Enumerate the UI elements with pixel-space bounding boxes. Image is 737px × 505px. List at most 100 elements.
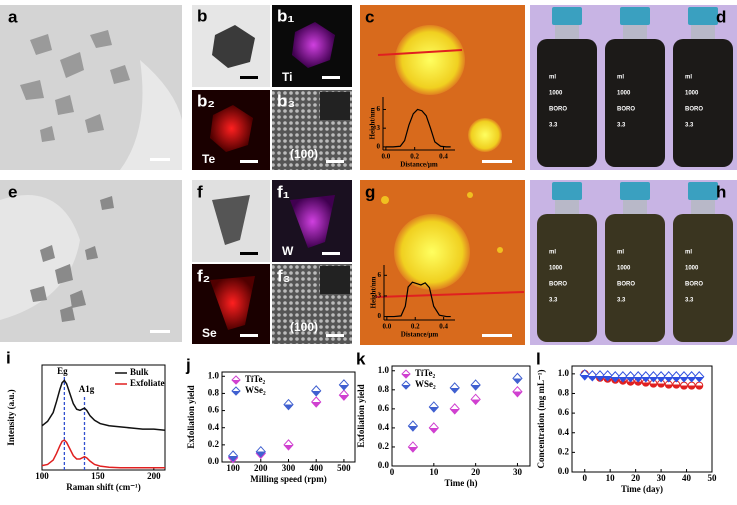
bottle-text: 1000 [617, 266, 631, 272]
x-tick-label: 400 [309, 463, 323, 473]
data-point [686, 371, 697, 383]
data-point [648, 371, 659, 383]
bottle-text: 1000 [685, 91, 699, 97]
panel-label: j [185, 355, 191, 374]
bottle-text: 3.3 [549, 298, 558, 304]
bottle-text: 1000 [549, 91, 563, 97]
legend-label: WSe₂ [245, 385, 266, 395]
y-tick-label: 0.6 [378, 403, 390, 413]
data-point [470, 379, 481, 391]
panel-g: g [360, 180, 525, 345]
y-tick-label: 0.2 [208, 439, 220, 449]
x-tick-label: 0.2 [410, 153, 419, 161]
element-label: Ti [282, 70, 292, 84]
legend-label: Bulk [130, 367, 149, 377]
chart: 100 150 200 Raman shift (cm⁻¹) Intensity (a.… [6, 348, 166, 492]
data-line [41, 379, 166, 431]
bottle-text: 1000 [685, 266, 699, 272]
bottle-text: BORO [685, 107, 703, 113]
panel-label: a [8, 7, 18, 26]
data-line [385, 108, 451, 148]
bottle-text: 3.3 [617, 298, 626, 304]
y-axis-label: Height/nm [369, 107, 377, 139]
panel-label: d [716, 7, 726, 26]
y-tick-label: 0.0 [378, 460, 390, 470]
y-tick-label: 0.4 [378, 422, 390, 432]
panel-b: b [192, 5, 270, 87]
bottle [673, 39, 733, 167]
legend-label: TiTe₂ [245, 374, 266, 384]
bottle-text: ml [549, 75, 556, 81]
x-axis-label: Distance/μm [400, 161, 438, 169]
x-tick-label: 0.0 [382, 153, 391, 161]
data-point [449, 382, 460, 394]
panel-label: k [356, 349, 366, 368]
bottle-text: 3.3 [685, 298, 694, 304]
annotation-label: A1g [79, 384, 95, 394]
panel-label: b₃ [277, 91, 295, 110]
data-point [311, 385, 322, 397]
y-tick-label: 0.8 [378, 384, 390, 394]
panel-label: i [6, 348, 11, 367]
data-point [407, 420, 419, 432]
plot-frame [391, 365, 531, 467]
x-tick-label: 0.4 [439, 323, 448, 331]
element-label: Te [202, 152, 215, 166]
data-point [695, 381, 704, 390]
data-point [311, 396, 322, 408]
bottle-neck [623, 25, 647, 39]
bottle [673, 214, 733, 342]
x-tick-label: 200 [254, 463, 268, 473]
bottle [605, 214, 665, 342]
y-tick-label: 3 [377, 124, 381, 132]
bottle-text: ml [685, 250, 692, 256]
data-point [594, 370, 606, 382]
x-tick-label: 0.2 [411, 323, 420, 331]
y-tick-label: 0 [378, 312, 382, 320]
data-point [678, 371, 690, 383]
element-label: W [282, 244, 294, 258]
panel-b3: b₃ (100) [272, 90, 352, 170]
panel-b1: b₁ Ti [272, 5, 352, 87]
data-point [579, 369, 590, 381]
x-tick-label: 0 [390, 467, 395, 477]
x-tick-label: 20 [471, 467, 481, 477]
y-tick-label: 0.8 [208, 387, 220, 397]
plane-label: (100) [290, 147, 318, 161]
data-point [255, 445, 266, 458]
y-tick-label: 0.4 [558, 427, 570, 437]
data-point [470, 393, 481, 406]
y-tick-label: 6 [378, 271, 382, 279]
plot-frame [571, 365, 713, 473]
x-tick-label: 100 [35, 471, 49, 481]
data-point [687, 381, 696, 390]
legend-swatch [231, 375, 241, 385]
bottle-neck [691, 200, 715, 214]
y-tick-label: 6 [377, 105, 381, 113]
bottle-cap [552, 182, 582, 200]
bottle-text: ml [685, 75, 692, 81]
y-axis-label: Height/nm [370, 276, 378, 308]
data-point [633, 371, 644, 383]
bottle-text: 3.3 [617, 123, 626, 129]
data-point [602, 370, 613, 382]
bottle-text: BORO [685, 282, 703, 288]
chart: 0 10 20 30 0.0 0.2 0.4 0.6 0.8 1.0 Time (h) Exfolia… [356, 349, 531, 488]
data-point [617, 371, 629, 383]
legend-label: Exfoliate [130, 378, 165, 388]
data-point [428, 401, 439, 413]
data-point [587, 370, 598, 382]
chart: 0 10 20 30 40 50 0.0 0.2 0.4 0.6 0.8 1.0 Time (day) C… [536, 349, 717, 494]
data-point [338, 379, 350, 391]
y-tick-label: 3 [378, 292, 382, 300]
panel-label: b [197, 6, 207, 25]
plane-label: (100) [290, 320, 318, 334]
x-tick-label: 30 [513, 467, 523, 477]
data-point [680, 381, 688, 390]
x-axis-label: Milling speed (rpm) [250, 474, 327, 484]
bottle-neck [691, 25, 715, 39]
bottle-text: 1000 [617, 91, 631, 97]
y-tick-label: 0.6 [558, 407, 570, 417]
x-axis-label: Distance/μm [401, 331, 439, 339]
